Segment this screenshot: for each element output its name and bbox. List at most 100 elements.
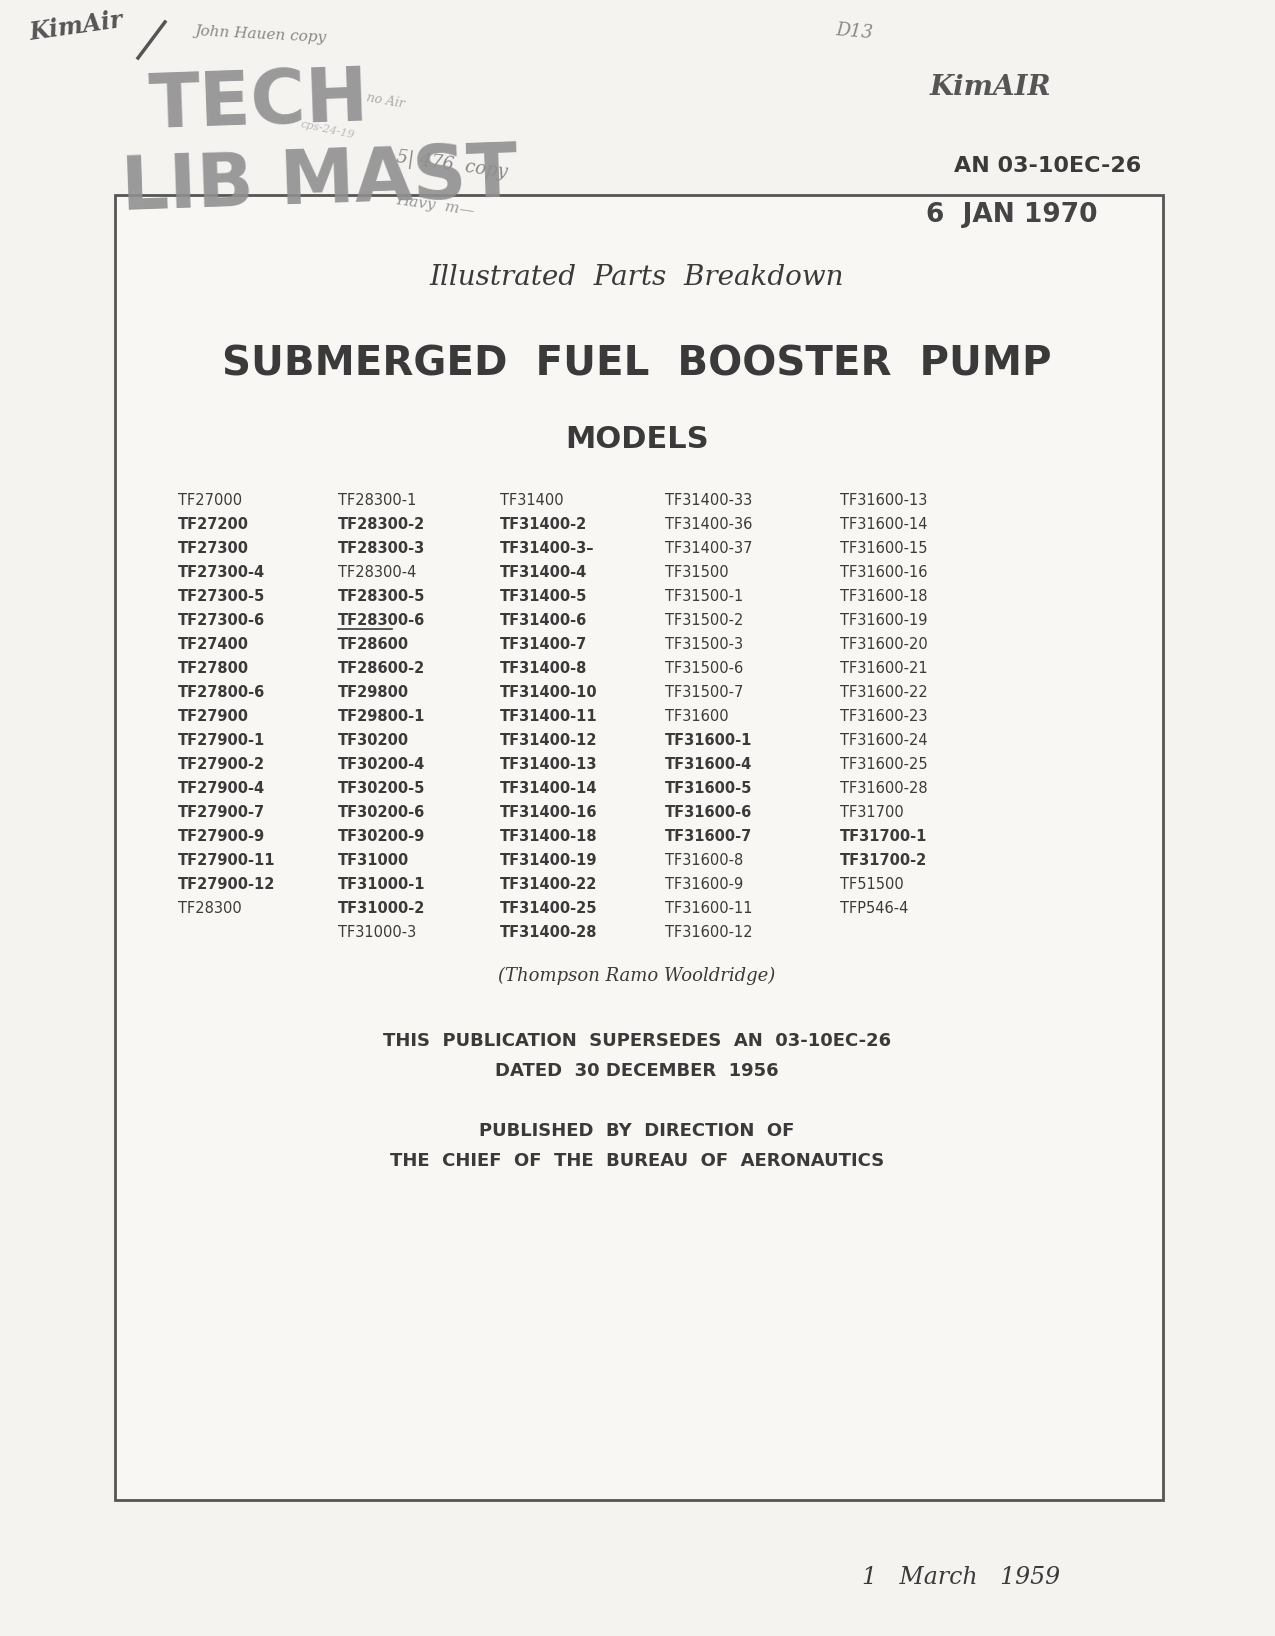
Text: TF27900-1: TF27900-1 [179,733,265,748]
Text: TF31700-2: TF31700-2 [840,852,927,869]
Text: TF31600-18: TF31600-18 [840,589,927,604]
Text: TF31600-19: TF31600-19 [840,614,927,628]
Text: D13: D13 [835,21,873,43]
Text: TF27900-4: TF27900-4 [179,780,265,797]
Text: TF31600-14: TF31600-14 [840,517,927,532]
Text: TF51500: TF51500 [840,877,904,892]
Text: TF31400-33: TF31400-33 [666,492,752,509]
Text: TF31700: TF31700 [840,805,904,820]
Text: TF27300-5: TF27300-5 [179,589,265,604]
Text: TF31400-12: TF31400-12 [500,733,598,748]
Text: TF31500-7: TF31500-7 [666,685,743,700]
Text: cps-24-19: cps-24-19 [300,119,356,141]
Text: TF31400-7: TF31400-7 [500,636,588,653]
Text: TF31000: TF31000 [338,852,409,869]
Text: TF31000-3: TF31000-3 [338,924,416,941]
Text: TF29800-1: TF29800-1 [338,708,426,725]
Text: TF31700-1: TF31700-1 [840,829,927,844]
Text: TF30200-6: TF30200-6 [338,805,426,820]
Text: TF31400-36: TF31400-36 [666,517,752,532]
Text: PUBLISHED  BY  DIRECTION  OF: PUBLISHED BY DIRECTION OF [479,1122,794,1140]
Text: TF31500-6: TF31500-6 [666,661,743,676]
Text: TF31400-19: TF31400-19 [500,852,598,869]
Text: DATED  30 DECEMBER  1956: DATED 30 DECEMBER 1956 [495,1062,779,1080]
Text: TF31600-4: TF31600-4 [666,757,752,772]
Text: TF28600: TF28600 [338,636,409,653]
Text: TF31600-1: TF31600-1 [666,733,752,748]
Text: TF27900-2: TF27900-2 [179,757,265,772]
Text: TF28300-6: TF28300-6 [338,614,426,628]
Bar [115,195,1163,1500]
Text: TF28300-3: TF28300-3 [338,542,426,556]
Text: AN 03-10EC-26: AN 03-10EC-26 [954,155,1141,177]
Text: TF31600-23: TF31600-23 [840,708,927,725]
Text: TF29800: TF29800 [338,685,409,700]
Text: TF31600-13: TF31600-13 [840,492,927,509]
Text: TF31600-22: TF31600-22 [840,685,928,700]
Text: TF27900-12: TF27900-12 [179,877,275,892]
Text: TF31400-37: TF31400-37 [666,542,752,556]
Text: TF28300-1: TF28300-1 [338,492,417,509]
Text: 5| 476  copy: 5| 476 copy [395,149,509,183]
Text: TF31000-2: TF31000-2 [338,901,426,916]
Text: TF31400-3–: TF31400-3– [500,542,594,556]
Text: Illustrated  Parts  Breakdown: Illustrated Parts Breakdown [430,263,844,291]
Text: TF31600: TF31600 [666,708,728,725]
Text: TF31500-1: TF31500-1 [666,589,743,604]
Text: MODELS: MODELS [565,425,709,455]
Text: LIB MAST: LIB MAST [120,139,519,226]
Text: TF28300-4: TF28300-4 [338,564,417,581]
Text: TF27300-4: TF27300-4 [179,564,265,581]
Text: TF31400-6: TF31400-6 [500,614,588,628]
Text: TF31400-14: TF31400-14 [500,780,598,797]
Text: TF31400-4: TF31400-4 [500,564,588,581]
Text: no Air: no Air [365,92,405,111]
Text: TF31500: TF31500 [666,564,728,581]
Text: TF31400-10: TF31400-10 [500,685,598,700]
Text: TF31400: TF31400 [500,492,564,509]
Text: TF31600-6: TF31600-6 [666,805,752,820]
Text: TF31600-21: TF31600-21 [840,661,928,676]
Text: TF31400-2: TF31400-2 [500,517,588,532]
Text: TF31500-2: TF31500-2 [666,614,743,628]
Text: TF31600-12: TF31600-12 [666,924,752,941]
Text: TF31500-3: TF31500-3 [666,636,743,653]
Text: TF27900-7: TF27900-7 [179,805,265,820]
Text: TF31600-8: TF31600-8 [666,852,743,869]
Text: KimAir: KimAir [28,8,125,46]
Text: TF31400-25: TF31400-25 [500,901,598,916]
Text: TF30200-4: TF30200-4 [338,757,426,772]
Text: TF31600-15: TF31600-15 [840,542,927,556]
Text: (Thompson Ramo Wooldridge): (Thompson Ramo Wooldridge) [499,967,775,985]
Text: TF31400-22: TF31400-22 [500,877,598,892]
Text: KimAIR: KimAIR [929,74,1052,101]
Text: John Hauen copy: John Hauen copy [195,25,328,46]
Text: TF30200-9: TF30200-9 [338,829,426,844]
Text: TF31400-18: TF31400-18 [500,829,598,844]
Text: THIS  PUBLICATION  SUPERSEDES  AN  03-10EC-26: THIS PUBLICATION SUPERSEDES AN 03-10EC-2… [382,1032,891,1050]
Text: TF31600-11: TF31600-11 [666,901,752,916]
Text: TF31600-5: TF31600-5 [666,780,752,797]
Text: TF31600-9: TF31600-9 [666,877,743,892]
Text: TF27300-6: TF27300-6 [179,614,265,628]
Text: TF28600-2: TF28600-2 [338,661,426,676]
Text: TF31400-5: TF31400-5 [500,589,588,604]
Text: TF28300-5: TF28300-5 [338,589,426,604]
Text: TECH: TECH [148,64,371,144]
Text: TF27000: TF27000 [179,492,242,509]
Text: TF27900-11: TF27900-11 [179,852,275,869]
Text: TF27900-9: TF27900-9 [179,829,265,844]
Text: TF27200: TF27200 [179,517,249,532]
Text: TF31600-24: TF31600-24 [840,733,928,748]
Text: TF31400-28: TF31400-28 [500,924,598,941]
Text: TF28300-2: TF28300-2 [338,517,426,532]
Text: SUBMERGED  FUEL  BOOSTER  PUMP: SUBMERGED FUEL BOOSTER PUMP [222,344,1052,384]
Text: TFP546-4: TFP546-4 [840,901,908,916]
Text: TF31600-28: TF31600-28 [840,780,928,797]
Text: TF31000-1: TF31000-1 [338,877,426,892]
Text: TF27900: TF27900 [179,708,249,725]
Text: TF27300: TF27300 [179,542,249,556]
Text: TF31600-25: TF31600-25 [840,757,928,772]
Text: TF31400-11: TF31400-11 [500,708,598,725]
Text: TF31600-16: TF31600-16 [840,564,927,581]
